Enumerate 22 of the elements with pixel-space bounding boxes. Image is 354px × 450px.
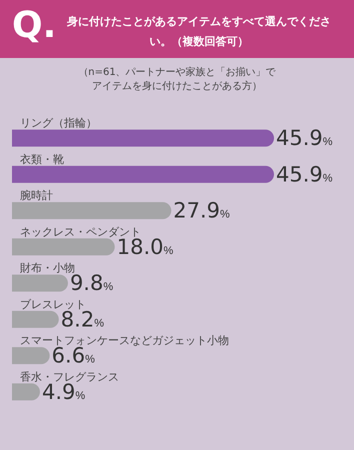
chart-subtitle: （n=61、パートナーや家族と「お揃い」でアイテムを身に付けたことがある方） bbox=[78, 66, 276, 94]
bar bbox=[12, 274, 68, 292]
y-tick-label: 香水・フレグランス bbox=[20, 370, 119, 384]
chart-title: 身に付けたことがあるアイテムをすべて選んでください。（複数回答可） bbox=[66, 14, 332, 50]
data-label: 45.9% bbox=[276, 162, 333, 186]
bar bbox=[12, 383, 40, 400]
y-tick-label: リング（指輪） bbox=[20, 118, 97, 130]
y-tick-label: 衣類・靴 bbox=[20, 152, 64, 166]
y-tick-label: ブレスレット bbox=[20, 298, 86, 311]
bar bbox=[12, 202, 172, 220]
bar bbox=[12, 166, 274, 183]
bar bbox=[12, 310, 59, 328]
bar bbox=[12, 238, 115, 256]
bar bbox=[12, 130, 274, 147]
data-label: 45.9% bbox=[276, 126, 333, 150]
y-tick-label: 財布・小物 bbox=[20, 262, 75, 275]
text: Q. bbox=[12, 5, 56, 46]
y-tick-label: ネックレス・ペンダント bbox=[20, 226, 141, 238]
y-tick-label: 腕時計 bbox=[20, 189, 53, 202]
bar bbox=[12, 347, 50, 364]
data-label: 27.9% bbox=[173, 198, 230, 223]
y-tick-label: スマートフォンケースなどガジェット小物 bbox=[20, 334, 229, 348]
